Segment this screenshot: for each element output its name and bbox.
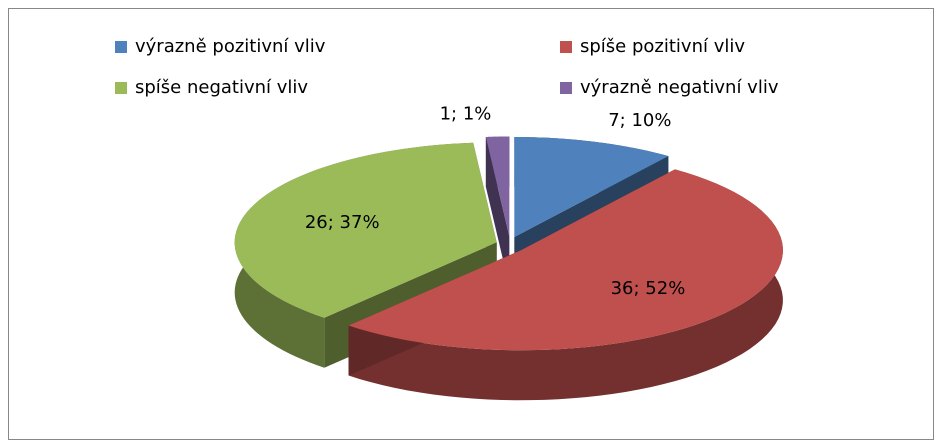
slice <box>234 142 497 318</box>
legend-label: výrazně pozitivní vliv <box>135 36 326 57</box>
data-label: 7; 10% <box>608 110 671 131</box>
legend-label: spíše negativní vliv <box>135 77 308 98</box>
data-label: 1; 1% <box>440 104 492 125</box>
legend-swatch <box>115 41 127 53</box>
data-label: 26; 37% <box>305 212 380 233</box>
slice <box>348 169 783 351</box>
legend-label: výrazně negativní vliv <box>580 77 779 98</box>
slice <box>485 136 510 237</box>
slice <box>514 137 669 238</box>
legend-swatch <box>560 41 572 53</box>
slice-side <box>348 169 783 401</box>
legend-label: spíše pozitivní vliv <box>580 36 745 57</box>
legend-swatch <box>115 82 127 94</box>
slice-wall <box>485 137 510 287</box>
data-label: 36; 52% <box>611 278 686 299</box>
legend-swatch <box>560 82 572 94</box>
